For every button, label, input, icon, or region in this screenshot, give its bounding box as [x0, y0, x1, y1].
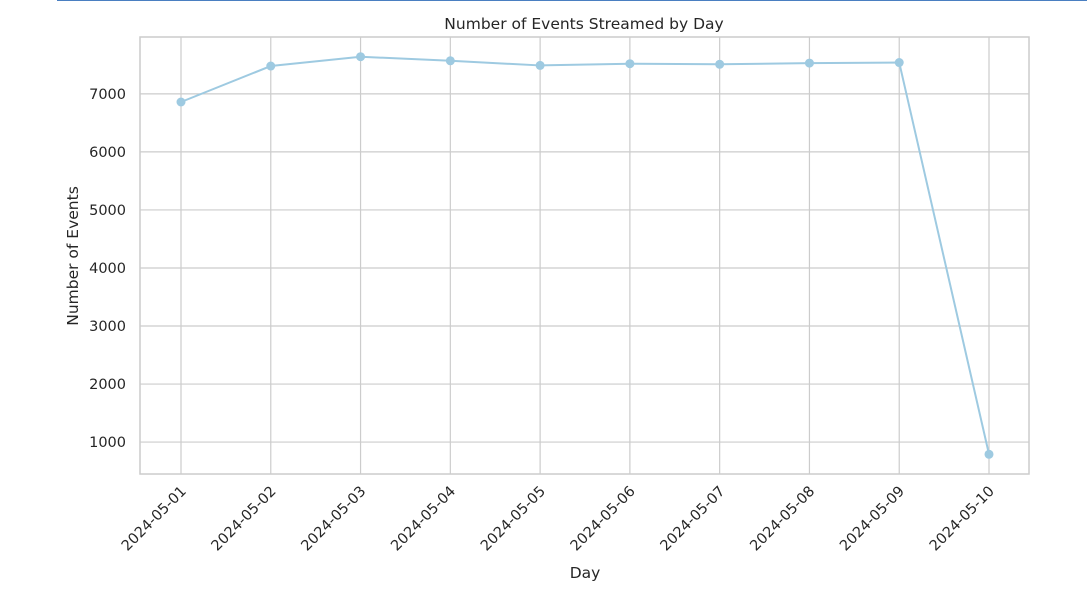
y-tick-label: 4000 [89, 261, 126, 277]
data-point [715, 59, 725, 69]
x-tick-label: 2024-05-08 [747, 484, 818, 555]
x-tick-label: 2024-05-05 [478, 484, 549, 555]
x-tick-label: 2024-05-07 [658, 484, 729, 555]
x-tick-label: 2024-05-03 [298, 484, 369, 555]
x-tick-label: 2024-05-10 [927, 484, 998, 555]
x-tick-label: 2024-05-02 [209, 484, 280, 555]
y-tick-label: 1000 [89, 435, 126, 451]
data-point [535, 60, 545, 70]
series-line [180, 55, 990, 455]
data-point [356, 52, 366, 62]
data-point [176, 97, 186, 107]
x-axis: 2024-05-01 2024-05-02 2024-05-03 2024-05-04… [119, 484, 998, 555]
plot-frame [139, 36, 1030, 475]
chart-title: Number of Events Streamed by Day [444, 15, 723, 33]
x-tick-label: 2024-05-04 [388, 484, 459, 555]
y-tick-label: 3000 [89, 319, 126, 335]
data-point [445, 56, 455, 66]
data-point [984, 449, 994, 459]
x-tick-label: 2024-05-01 [119, 484, 190, 555]
y-axis-label: Number of Events [64, 186, 82, 326]
x-axis-label: Day [570, 564, 601, 582]
grid [140, 37, 1029, 474]
data-point [625, 59, 635, 69]
data-points [176, 52, 994, 459]
top-border-line [57, 0, 1087, 1]
y-tick-label: 7000 [89, 87, 126, 103]
y-axis: 1000 2000 3000 4000 5000 6000 7000 [89, 87, 126, 451]
y-tick-label: 6000 [89, 145, 126, 161]
x-tick-label: 2024-05-06 [568, 484, 639, 555]
y-tick-label: 2000 [89, 377, 126, 393]
data-point [894, 58, 904, 68]
data-point [266, 61, 276, 71]
data-point [804, 58, 814, 68]
y-tick-label: 5000 [89, 203, 126, 219]
x-tick-label: 2024-05-09 [837, 484, 908, 555]
